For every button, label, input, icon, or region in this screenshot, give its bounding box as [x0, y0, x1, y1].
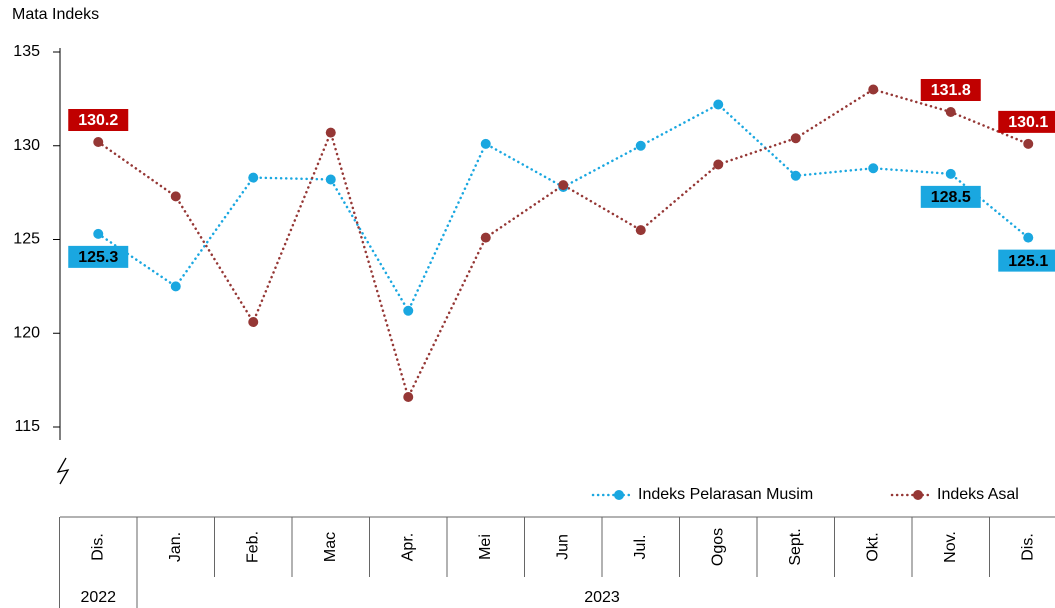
data-label: 125.3	[78, 249, 118, 266]
legend-marker	[614, 490, 624, 500]
data-label-group: 131.8	[920, 79, 981, 101]
x-tick-label: Okt.	[864, 532, 881, 561]
year-label: 2023	[584, 589, 620, 606]
point	[635, 140, 646, 151]
data-label: 125.1	[1008, 253, 1048, 270]
legend-label: Indeks Pelarasan Musim	[638, 486, 813, 503]
x-tick-label: Dis.	[1019, 533, 1036, 561]
y-tick-label: 120	[13, 324, 40, 341]
data-label-box	[68, 245, 129, 268]
point	[713, 99, 724, 110]
legend-label: Indeks Asal	[937, 486, 1019, 503]
x-tick-label: Mei	[477, 534, 494, 560]
year-label: 2022	[80, 589, 116, 606]
x-tick-label: Jan.	[167, 532, 184, 562]
y-tick-label: 135	[13, 43, 40, 60]
data-label-box	[998, 249, 1055, 272]
point	[93, 137, 104, 147]
data-label-group: 130.1	[998, 110, 1055, 133]
data-label: 128.5	[931, 189, 971, 206]
data-label: 131.8	[931, 82, 971, 99]
y-tick-label: 130	[13, 137, 40, 154]
point	[1023, 232, 1034, 243]
point	[790, 170, 801, 181]
data-label: 130.1	[1008, 114, 1048, 131]
point	[1023, 138, 1034, 149]
point	[403, 305, 414, 316]
x-tick-label: Mac	[322, 532, 339, 562]
point	[713, 159, 724, 170]
point	[790, 133, 801, 144]
x-tick-label: Nov.	[942, 531, 959, 563]
axis-break	[56, 457, 70, 485]
data-label-group: 130.2	[68, 109, 129, 131]
x-tick-label: Apr.	[399, 533, 416, 561]
x-tick-label: Feb.	[244, 531, 261, 563]
point	[945, 107, 956, 117]
y-axis-label: Mata Indeks	[12, 6, 99, 23]
point	[868, 84, 879, 95]
point	[403, 392, 414, 402]
point	[248, 317, 259, 327]
point	[480, 232, 491, 243]
data-label-box	[998, 110, 1055, 133]
point	[635, 225, 646, 236]
data-label-box	[68, 109, 129, 131]
series-line	[97, 102, 1030, 314]
data-label-group: 128.5	[920, 185, 981, 208]
point	[325, 174, 336, 185]
point	[248, 172, 259, 183]
point	[945, 168, 956, 179]
point	[480, 138, 491, 149]
x-tick-label: Jun	[554, 534, 571, 560]
data-label: 130.2	[78, 112, 118, 129]
point	[93, 228, 104, 239]
y-tick-label: 115	[14, 418, 40, 435]
data-label-box	[920, 185, 981, 208]
y-tick-label: 125	[13, 231, 40, 248]
x-tick-label: Sept.	[787, 528, 804, 565]
x-tick-label: Jul.	[632, 535, 649, 560]
x-tick-label: Dis.	[89, 533, 106, 561]
point	[170, 191, 181, 202]
x-tick-label: Ogos	[709, 528, 726, 566]
legend-marker	[913, 490, 923, 500]
data-label-group: 125.3	[68, 245, 129, 268]
point	[325, 127, 336, 138]
series-line	[97, 88, 1030, 401]
data-label-group: 125.1	[998, 249, 1055, 272]
point	[868, 163, 879, 174]
point	[170, 281, 181, 292]
point	[558, 180, 569, 191]
data-label-box	[920, 79, 981, 101]
